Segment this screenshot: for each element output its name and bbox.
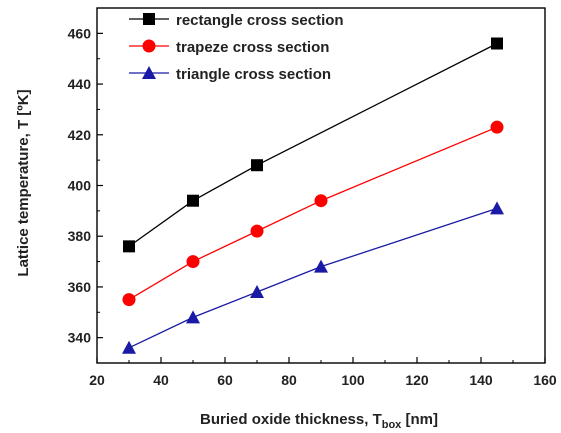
y-tick-label: 360 xyxy=(68,279,92,295)
legend-item: triangle cross section xyxy=(129,66,331,83)
x-tick-label: 100 xyxy=(341,372,365,388)
legend-item: rectangle cross section xyxy=(129,12,344,29)
data-point xyxy=(186,310,200,324)
y-tick-label: 460 xyxy=(68,25,92,41)
data-point xyxy=(250,224,264,238)
data-point xyxy=(314,259,328,273)
data-point xyxy=(250,285,264,298)
legend-marker xyxy=(142,66,156,79)
data-point xyxy=(122,293,136,307)
legend-item: trapeze cross section xyxy=(129,39,329,56)
legend-marker xyxy=(142,39,156,53)
y-axis-label: Lattice temperature, T [ºK] xyxy=(15,89,32,276)
x-tick-label: 160 xyxy=(533,372,557,388)
data-point xyxy=(490,120,504,134)
data-point xyxy=(123,240,135,253)
x-tick-label: 120 xyxy=(405,372,429,388)
series-square xyxy=(123,37,503,253)
data-point xyxy=(490,201,504,215)
y-tick-label: 380 xyxy=(68,228,92,244)
x-axis-label: Buried oxide thickness, Tbox [nm] xyxy=(200,411,438,431)
legend-label: rectangle cross section xyxy=(176,12,344,29)
x-tick-label: 60 xyxy=(217,372,233,388)
x-axis-label-unit: [nm] xyxy=(401,411,438,428)
data-point xyxy=(314,194,328,208)
plot-area xyxy=(96,7,546,364)
legend-marker xyxy=(143,13,155,25)
series-line xyxy=(128,207,498,349)
axis-ticks: 20 40 60 80 100 120 140 160 340 360 380 400 420 440 46… xyxy=(68,25,557,388)
data-point xyxy=(186,255,200,269)
series-layer xyxy=(122,37,504,354)
legend-label: triangle cross section xyxy=(176,66,331,83)
x-axis-label-subscript: box xyxy=(382,419,402,431)
series-circle xyxy=(122,120,504,307)
y-tick-label: 420 xyxy=(68,127,92,143)
x-tick-label: 80 xyxy=(281,372,297,388)
series-line xyxy=(128,126,498,301)
y-tick-label: 440 xyxy=(68,76,92,92)
x-axis-label-main: Buried oxide thickness, T xyxy=(200,411,382,428)
legend: rectangle cross section trapeze cross sec… xyxy=(129,12,344,83)
data-point xyxy=(491,37,503,50)
series-line xyxy=(128,42,498,247)
x-tick-label: 40 xyxy=(153,372,169,388)
data-point xyxy=(251,159,263,172)
x-tick-label: 140 xyxy=(469,372,493,388)
series-triangle xyxy=(122,201,504,354)
x-tick-label: 20 xyxy=(89,372,105,388)
data-point xyxy=(187,194,199,207)
y-tick-label: 400 xyxy=(68,178,92,194)
data-point xyxy=(122,340,136,354)
legend-label: trapeze cross section xyxy=(176,39,329,56)
plot-frame xyxy=(96,7,546,364)
y-tick-label: 340 xyxy=(68,330,92,346)
